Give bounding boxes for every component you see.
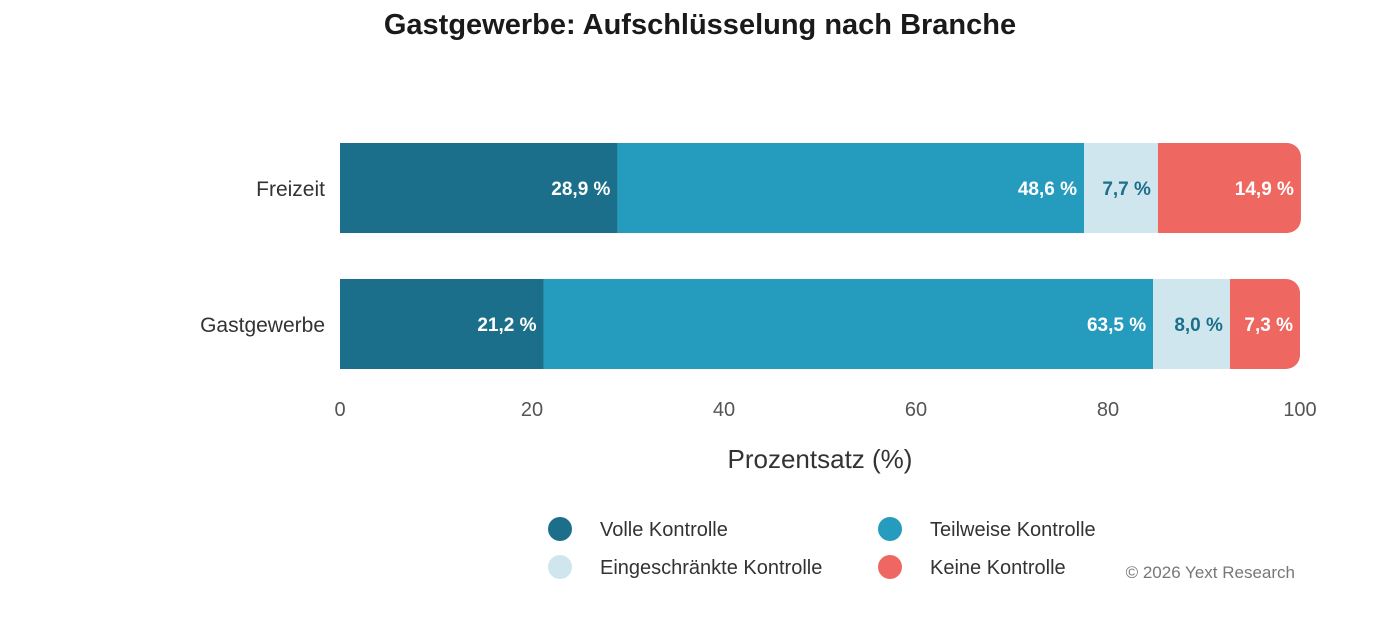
x-tick-label-40: 40	[713, 399, 735, 421]
legend-label-teilweise-kontrolle: Teilweise Kontrolle	[930, 519, 1096, 541]
value-label-gastgewerbe-keine-kontrolle: 7,3 %	[1244, 315, 1293, 336]
legend-label-eingeschrankte-kontrolle: Eingeschränkte Kontrolle	[600, 557, 822, 579]
legend-label-volle-kontrolle: Volle Kontrolle	[600, 519, 728, 541]
category-label-freizeit: Freizeit	[256, 178, 325, 201]
x-tick-label-0: 0	[334, 399, 345, 421]
legend: Volle Kontrolle Teilweise Kontrolle Einges…	[548, 517, 1096, 579]
legend-swatch-volle-kontrolle	[548, 517, 572, 541]
value-label-freizeit-keine-kontrolle: 14,9 %	[1235, 179, 1294, 200]
value-label-freizeit-volle-kontrolle: 28,9 %	[551, 179, 610, 200]
credit-text: © 2026 Yext Research	[1126, 563, 1295, 582]
category-label-gastgewerbe: Gastgewerbe	[200, 314, 325, 337]
x-tick-label-80: 80	[1097, 399, 1119, 421]
bar-freizeit-teilweise-kontrolle	[617, 143, 1084, 233]
category-labels: Freizeit Gastgewerbe	[200, 178, 325, 337]
legend-swatch-keine-kontrolle	[878, 555, 902, 579]
chart-title: Gastgewerbe: Aufschlüsselung nach Branch…	[384, 9, 1016, 41]
value-label-gastgewerbe-teilweise-kontrolle: 63,5 %	[1087, 315, 1146, 336]
value-label-gastgewerbe-volle-kontrolle: 21,2 %	[477, 315, 536, 336]
legend-swatch-teilweise-kontrolle	[878, 517, 902, 541]
x-tick-label-100: 100	[1283, 399, 1316, 421]
x-tick-label-20: 20	[521, 399, 543, 421]
bars-group: 28,9 % 48,6 % 7,7 % 14,9 % 21,2 % 63,5 % 8,0 %…	[340, 143, 1301, 369]
bar-freizeit-keine-kontrolle	[1157, 143, 1301, 233]
bar-gastgewerbe-eingeschrankte-kontrolle	[1153, 279, 1230, 369]
bar-gastgewerbe-volle-kontrolle	[340, 279, 544, 369]
value-label-freizeit-eingeschrankte-kontrolle: 7,7 %	[1102, 179, 1151, 200]
value-label-freizeit-teilweise-kontrolle: 48,6 %	[1018, 179, 1077, 200]
x-axis-ticks: 0 20 40 60 80 100	[334, 399, 1316, 421]
x-axis-label: Prozentsatz (%)	[728, 444, 913, 474]
bar-freizeit-volle-kontrolle	[340, 143, 618, 233]
legend-label-keine-kontrolle: Keine Kontrolle	[930, 557, 1066, 579]
bar-freizeit-eingeschrankte-kontrolle	[1084, 143, 1158, 233]
x-tick-label-60: 60	[905, 399, 927, 421]
legend-swatch-eingeschrankte-kontrolle	[548, 555, 572, 579]
bar-gastgewerbe-teilweise-kontrolle	[543, 279, 1154, 369]
value-label-gastgewerbe-eingeschrankte-kontrolle: 8,0 %	[1174, 315, 1223, 336]
bar-gastgewerbe-keine-kontrolle	[1229, 279, 1300, 369]
